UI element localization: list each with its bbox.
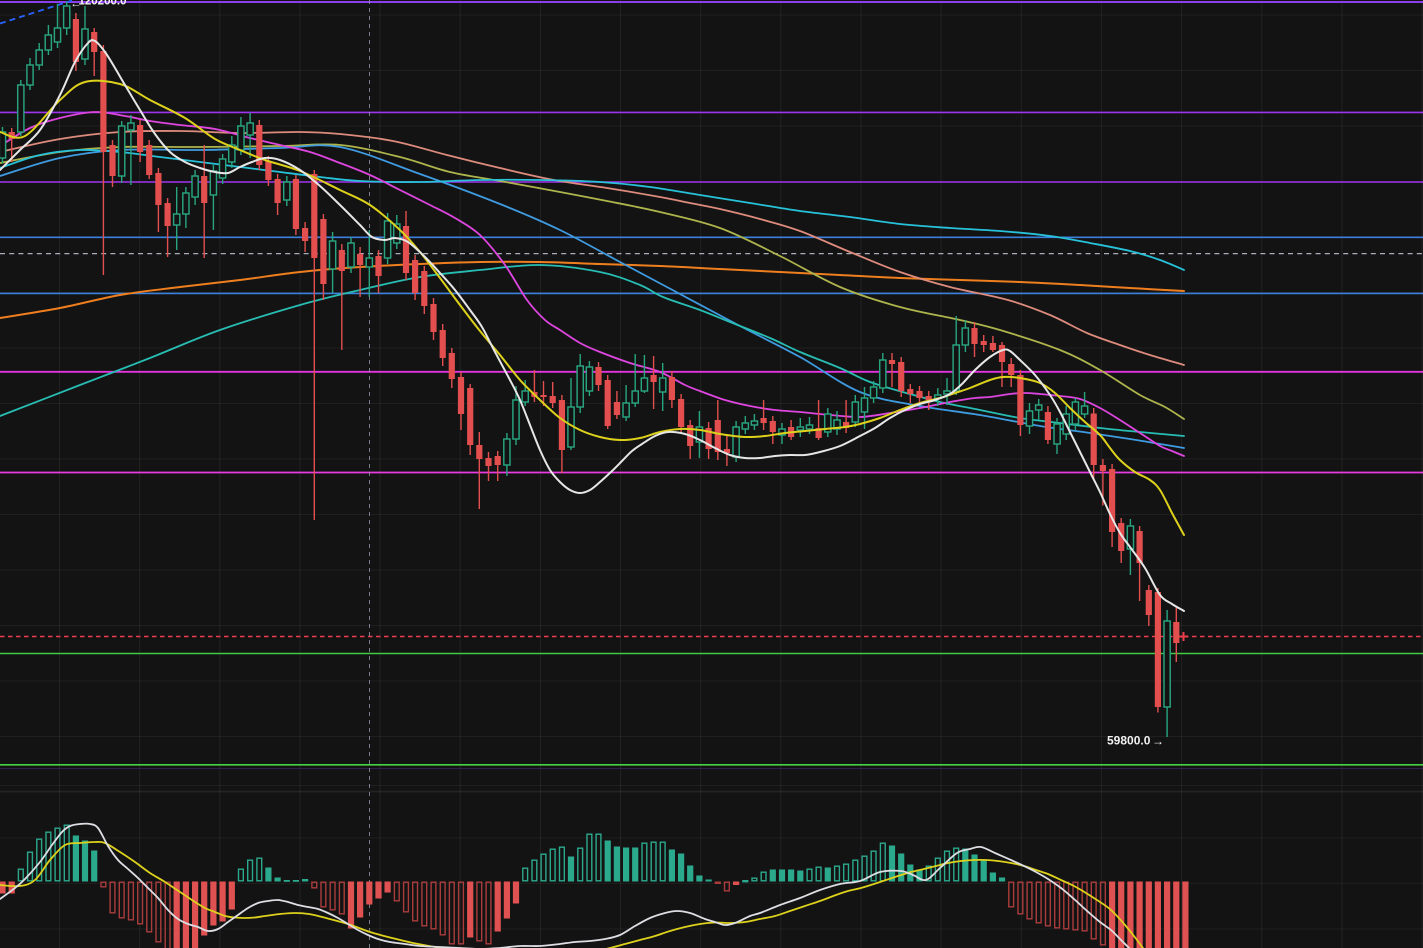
svg-text:120200.0: 120200.0 [79,0,127,8]
svg-text:59800.0: 59800.0 [1107,734,1151,748]
svg-text:←: ← [70,0,82,10]
svg-text:→: → [1152,734,1164,748]
